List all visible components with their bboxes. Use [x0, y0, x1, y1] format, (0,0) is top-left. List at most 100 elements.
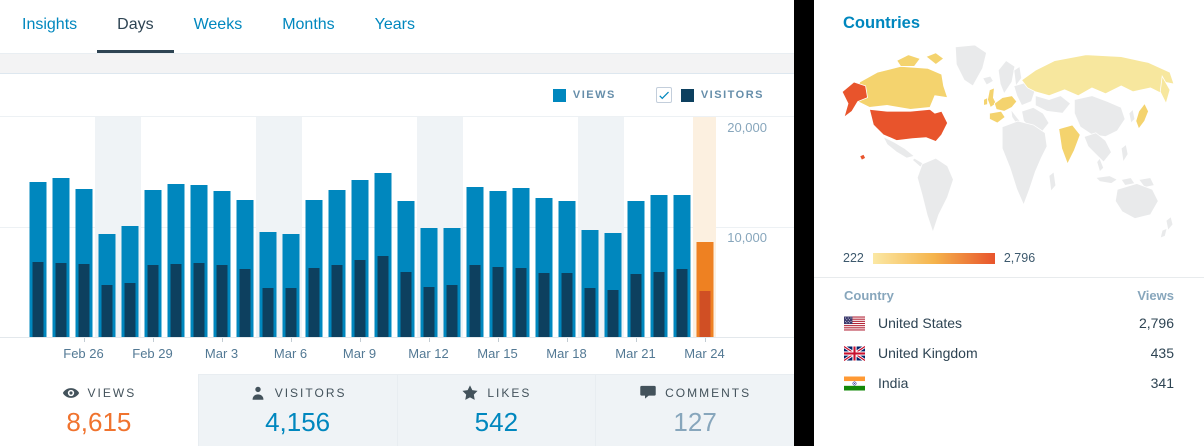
summary-tab-likes[interactable]: LIKES 542: [396, 374, 596, 446]
visitors-bar: [239, 269, 250, 337]
uk-flag-icon: [843, 344, 866, 362]
summary-tab-comments[interactable]: COMMENTS 127: [595, 374, 794, 446]
legend-views: VIEWS: [552, 88, 616, 102]
visitors-bar: [469, 264, 480, 337]
country-name: India: [878, 375, 909, 391]
y-axis-tick-20000: 20,000: [727, 120, 767, 135]
visitors-bar: [193, 263, 204, 337]
bar-feb-28[interactable]: [118, 117, 141, 337]
visitors-bar: [515, 267, 526, 337]
summary-label: LIKES: [487, 385, 532, 400]
world-map[interactable]: [836, 43, 1182, 243]
bar-mar-22[interactable]: [647, 117, 670, 337]
bar-feb-29[interactable]: [141, 117, 164, 337]
bar-mar-1[interactable]: [164, 117, 187, 337]
visitors-bar: [446, 284, 457, 337]
bar-chart: 20,000 10,000 0: [0, 116, 794, 357]
bar-mar-6[interactable]: [279, 117, 302, 337]
summary-tab-visitors[interactable]: VISITORS 4,156: [197, 374, 397, 446]
bar-mar-18[interactable]: [555, 117, 578, 337]
bar-feb-26[interactable]: [72, 117, 95, 337]
bars-container: [26, 117, 716, 337]
tab-insights[interactable]: Insights: [22, 16, 78, 33]
summary-tabs: VIEWS 8,615 VISITORS 4,156 LIKES 542 COMMENTS 1…: [0, 374, 794, 446]
country-rows: United States 2,796 United Kingdom 435 India…: [814, 308, 1204, 398]
x-axis-label: Mar 6: [273, 346, 308, 361]
tab-months[interactable]: Months: [282, 16, 335, 33]
visitors-bar: [170, 263, 181, 337]
bar-feb-24[interactable]: [26, 117, 49, 337]
summary-label: VIEWS: [87, 385, 137, 400]
traffic-panel: Insights Days Weeks Months Years VIEWS VISIT…: [0, 0, 794, 446]
visitors-bar: [699, 291, 710, 337]
visitors-bar: [308, 267, 319, 337]
x-tick: [704, 338, 706, 342]
bar-mar-4[interactable]: [233, 117, 256, 337]
x-axis-label: Mar 21: [615, 346, 656, 361]
summary-value: 8,615: [66, 406, 132, 437]
chart-card: VIEWS VISITORS 20,000 10,000 0 Feb 26Feb…: [0, 73, 794, 446]
summary-label: VISITORS: [274, 385, 347, 400]
country-name: United Kingdom: [878, 345, 978, 361]
map-legend-max: 2,796: [1003, 251, 1036, 265]
x-axis-label: Mar 18: [546, 346, 587, 361]
visitors-bar: [630, 273, 641, 337]
visitors-bar: [124, 283, 135, 337]
bar-mar-16[interactable]: [509, 117, 532, 337]
bar-mar-15[interactable]: [486, 117, 509, 337]
bar-mar-10[interactable]: [371, 117, 394, 337]
tab-years[interactable]: Years: [374, 16, 415, 33]
x-tick: [497, 338, 499, 342]
bar-mar-2[interactable]: [187, 117, 210, 337]
bar-mar-8[interactable]: [325, 117, 348, 337]
bar-mar-17[interactable]: [532, 117, 555, 337]
visitors-bar: [32, 261, 43, 337]
summary-value: 542: [474, 406, 519, 437]
legend-visitors: VISITORS: [655, 87, 764, 103]
bar-mar-3[interactable]: [210, 117, 233, 337]
x-tick: [221, 338, 223, 342]
us-flag-icon: [844, 316, 865, 331]
summary-label: COMMENTS: [665, 385, 752, 400]
bar-feb-27[interactable]: [95, 117, 118, 337]
visitors-bar: [676, 269, 687, 337]
bar-mar-11[interactable]: [394, 117, 417, 337]
bar-mar-13[interactable]: [440, 117, 463, 337]
x-axis: Feb 26 Feb 29 Mar 3 Mar 6 Mar 9 Mar 12 Mar 15 M…: [0, 338, 794, 374]
x-axis-label: Mar 24: [684, 346, 725, 361]
bar-mar-24[interactable]: [693, 117, 716, 337]
bar-mar-23[interactable]: [670, 117, 693, 337]
country-row[interactable]: United States 2,796: [814, 308, 1204, 338]
country-row[interactable]: United Kingdom 435: [814, 338, 1204, 368]
legend-views-label: VIEWS: [572, 89, 616, 101]
bar-mar-19[interactable]: [578, 117, 601, 337]
chart-legend: VIEWS VISITORS: [0, 74, 794, 116]
x-axis-label: Mar 15: [477, 346, 518, 361]
bar-mar-14[interactable]: [463, 117, 486, 337]
country-row[interactable]: India 341: [814, 368, 1204, 398]
x-tick: [428, 338, 430, 342]
bar-mar-5[interactable]: [256, 117, 279, 337]
x-axis-label: Mar 9: [342, 346, 377, 361]
visitors-bar: [331, 264, 342, 337]
tab-days[interactable]: Days: [97, 0, 174, 53]
india-flag-icon: [844, 376, 865, 391]
bar-mar-20[interactable]: [601, 117, 624, 337]
bar-mar-21[interactable]: [624, 117, 647, 337]
panel-gap: [0, 54, 794, 73]
summary-tab-views[interactable]: VIEWS 8,615: [0, 374, 198, 446]
bar-mar-7[interactable]: [302, 117, 325, 337]
country-table: Country Views United States 2,796 United K…: [814, 277, 1204, 398]
period-tabs: Insights Days Weeks Months Years: [0, 0, 794, 54]
summary-value: 4,156: [265, 406, 331, 437]
x-tick: [359, 338, 361, 342]
bar-mar-9[interactable]: [348, 117, 371, 337]
tab-weeks[interactable]: Weeks: [193, 16, 243, 33]
bar-feb-25[interactable]: [49, 117, 72, 337]
visitors-bar: [377, 255, 388, 337]
bar-mar-12[interactable]: [417, 117, 440, 337]
visitors-checkbox[interactable]: [655, 87, 672, 103]
views-swatch-icon: [552, 88, 566, 102]
x-tick: [635, 338, 637, 342]
